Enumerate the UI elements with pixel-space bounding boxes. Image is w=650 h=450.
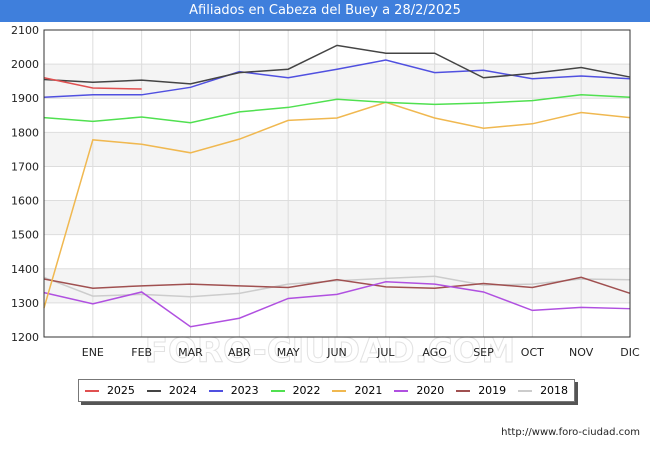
x-tick-label: ENE [82,346,104,359]
x-tick-label: DIC [620,346,640,359]
legend-item-2021: 2021 [332,384,382,397]
legend-item-2019: 2019 [456,384,506,397]
series-line-2020 [43,280,631,328]
plot-frame [43,29,631,338]
legend-item-2024: 2024 [146,384,197,397]
x-tick-label: AGO [422,346,447,359]
legend-item-2025: 2025 [84,384,135,397]
series-lines [43,44,631,328]
x-tick-label: JUL [376,346,395,359]
legend-swatch [332,389,347,392]
series-line-2018 [43,275,631,298]
y-tick-label: 1800 [11,126,39,139]
source-url: http://www.foro-ciudad.com [501,427,640,438]
x-tick-label: MAR [178,346,203,359]
y-tick-label: 1200 [11,331,39,344]
legend-label: 2024 [168,384,197,397]
legend-swatch [270,389,285,392]
x-tick-label: ABR [228,346,251,359]
x-tick-label: SEP [473,346,494,359]
legend-swatch [208,389,223,392]
legend-swatch [456,389,471,392]
x-tick-label: NOV [569,346,594,359]
x-tick-label: MAY [277,346,300,359]
legend-swatch [394,389,409,392]
legend-label: 2023 [230,384,259,397]
legend: 2025 2024 2023 2022 2021 2020 2019 2018 [78,379,575,402]
series-line-2025 [43,77,142,90]
legend-swatch [84,389,99,392]
legend-swatch [518,389,533,392]
y-tick-label: 1500 [11,229,39,242]
series-line-2022 [43,94,631,124]
series-line-2021 [43,101,631,309]
legend-label: 2020 [416,384,445,397]
y-tick-label: 1400 [11,263,39,276]
chart-title: Afiliados en Cabeza del Buey a 28/2/2025 [0,0,650,22]
legend-label: 2021 [354,384,383,397]
x-axis-ticks: ENE FEB MAR ABR MAY JUN JUL AGO SEP OCT NOV DIC [82,346,640,359]
legend-label: 2019 [478,384,507,397]
legend-label: 2025 [106,384,135,397]
y-tick-label: 1900 [11,92,39,105]
legend-item-2018: 2018 [518,384,568,397]
legend-item-2022: 2022 [270,384,321,397]
x-tick-label: FEB [131,346,152,359]
series-line-2019 [43,276,631,295]
y-tick-label: 1300 [11,297,39,310]
y-tick-label: 1700 [11,160,39,173]
legend-swatch [146,389,161,392]
x-tick-label: OCT [521,346,544,359]
y-tick-label: 2000 [11,58,39,71]
legend-item-2020: 2020 [394,384,444,397]
y-axis-ticks: 1200 1300 1400 1500 1600 1700 1800 1900 2000 2100 [11,24,39,344]
series-line-2023 [43,59,631,98]
legend-label: 2018 [540,384,569,397]
y-tick-label: 1600 [11,195,39,208]
series-line-2024 [43,44,631,85]
legend-item-2023: 2023 [208,384,259,397]
legend-label: 2022 [292,384,321,397]
y-tick-label: 2100 [11,24,39,37]
x-tick-label: JUN [326,346,347,359]
